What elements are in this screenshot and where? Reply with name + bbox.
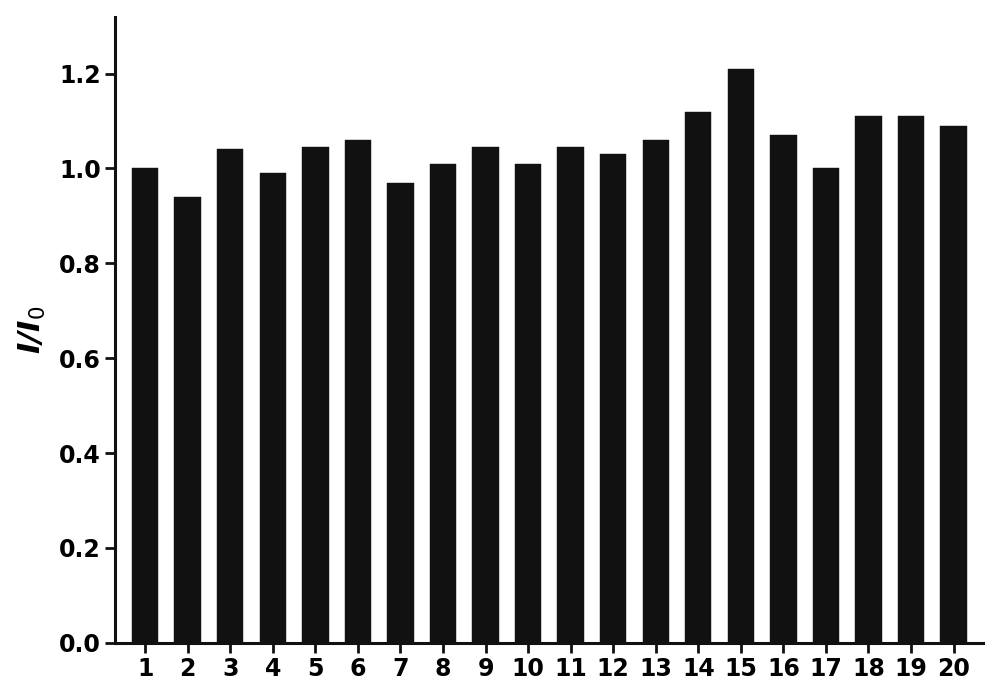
Bar [217, 149, 243, 643]
Bar [345, 140, 371, 643]
Bar [430, 164, 456, 643]
Bar [515, 164, 541, 643]
Bar [132, 168, 158, 643]
Bar [770, 135, 797, 643]
Bar [600, 154, 626, 643]
Bar [472, 147, 499, 643]
Y-axis label: I/I$_0$: I/I$_0$ [17, 306, 48, 354]
Bar [685, 112, 711, 643]
Bar [855, 117, 882, 643]
Bar [728, 69, 754, 643]
Bar [302, 147, 329, 643]
Bar [174, 197, 201, 643]
Bar [643, 140, 669, 643]
Bar [387, 183, 414, 643]
Bar [260, 173, 286, 643]
Bar [898, 117, 924, 643]
Bar [813, 168, 839, 643]
Bar [940, 126, 967, 643]
Bar [557, 147, 584, 643]
